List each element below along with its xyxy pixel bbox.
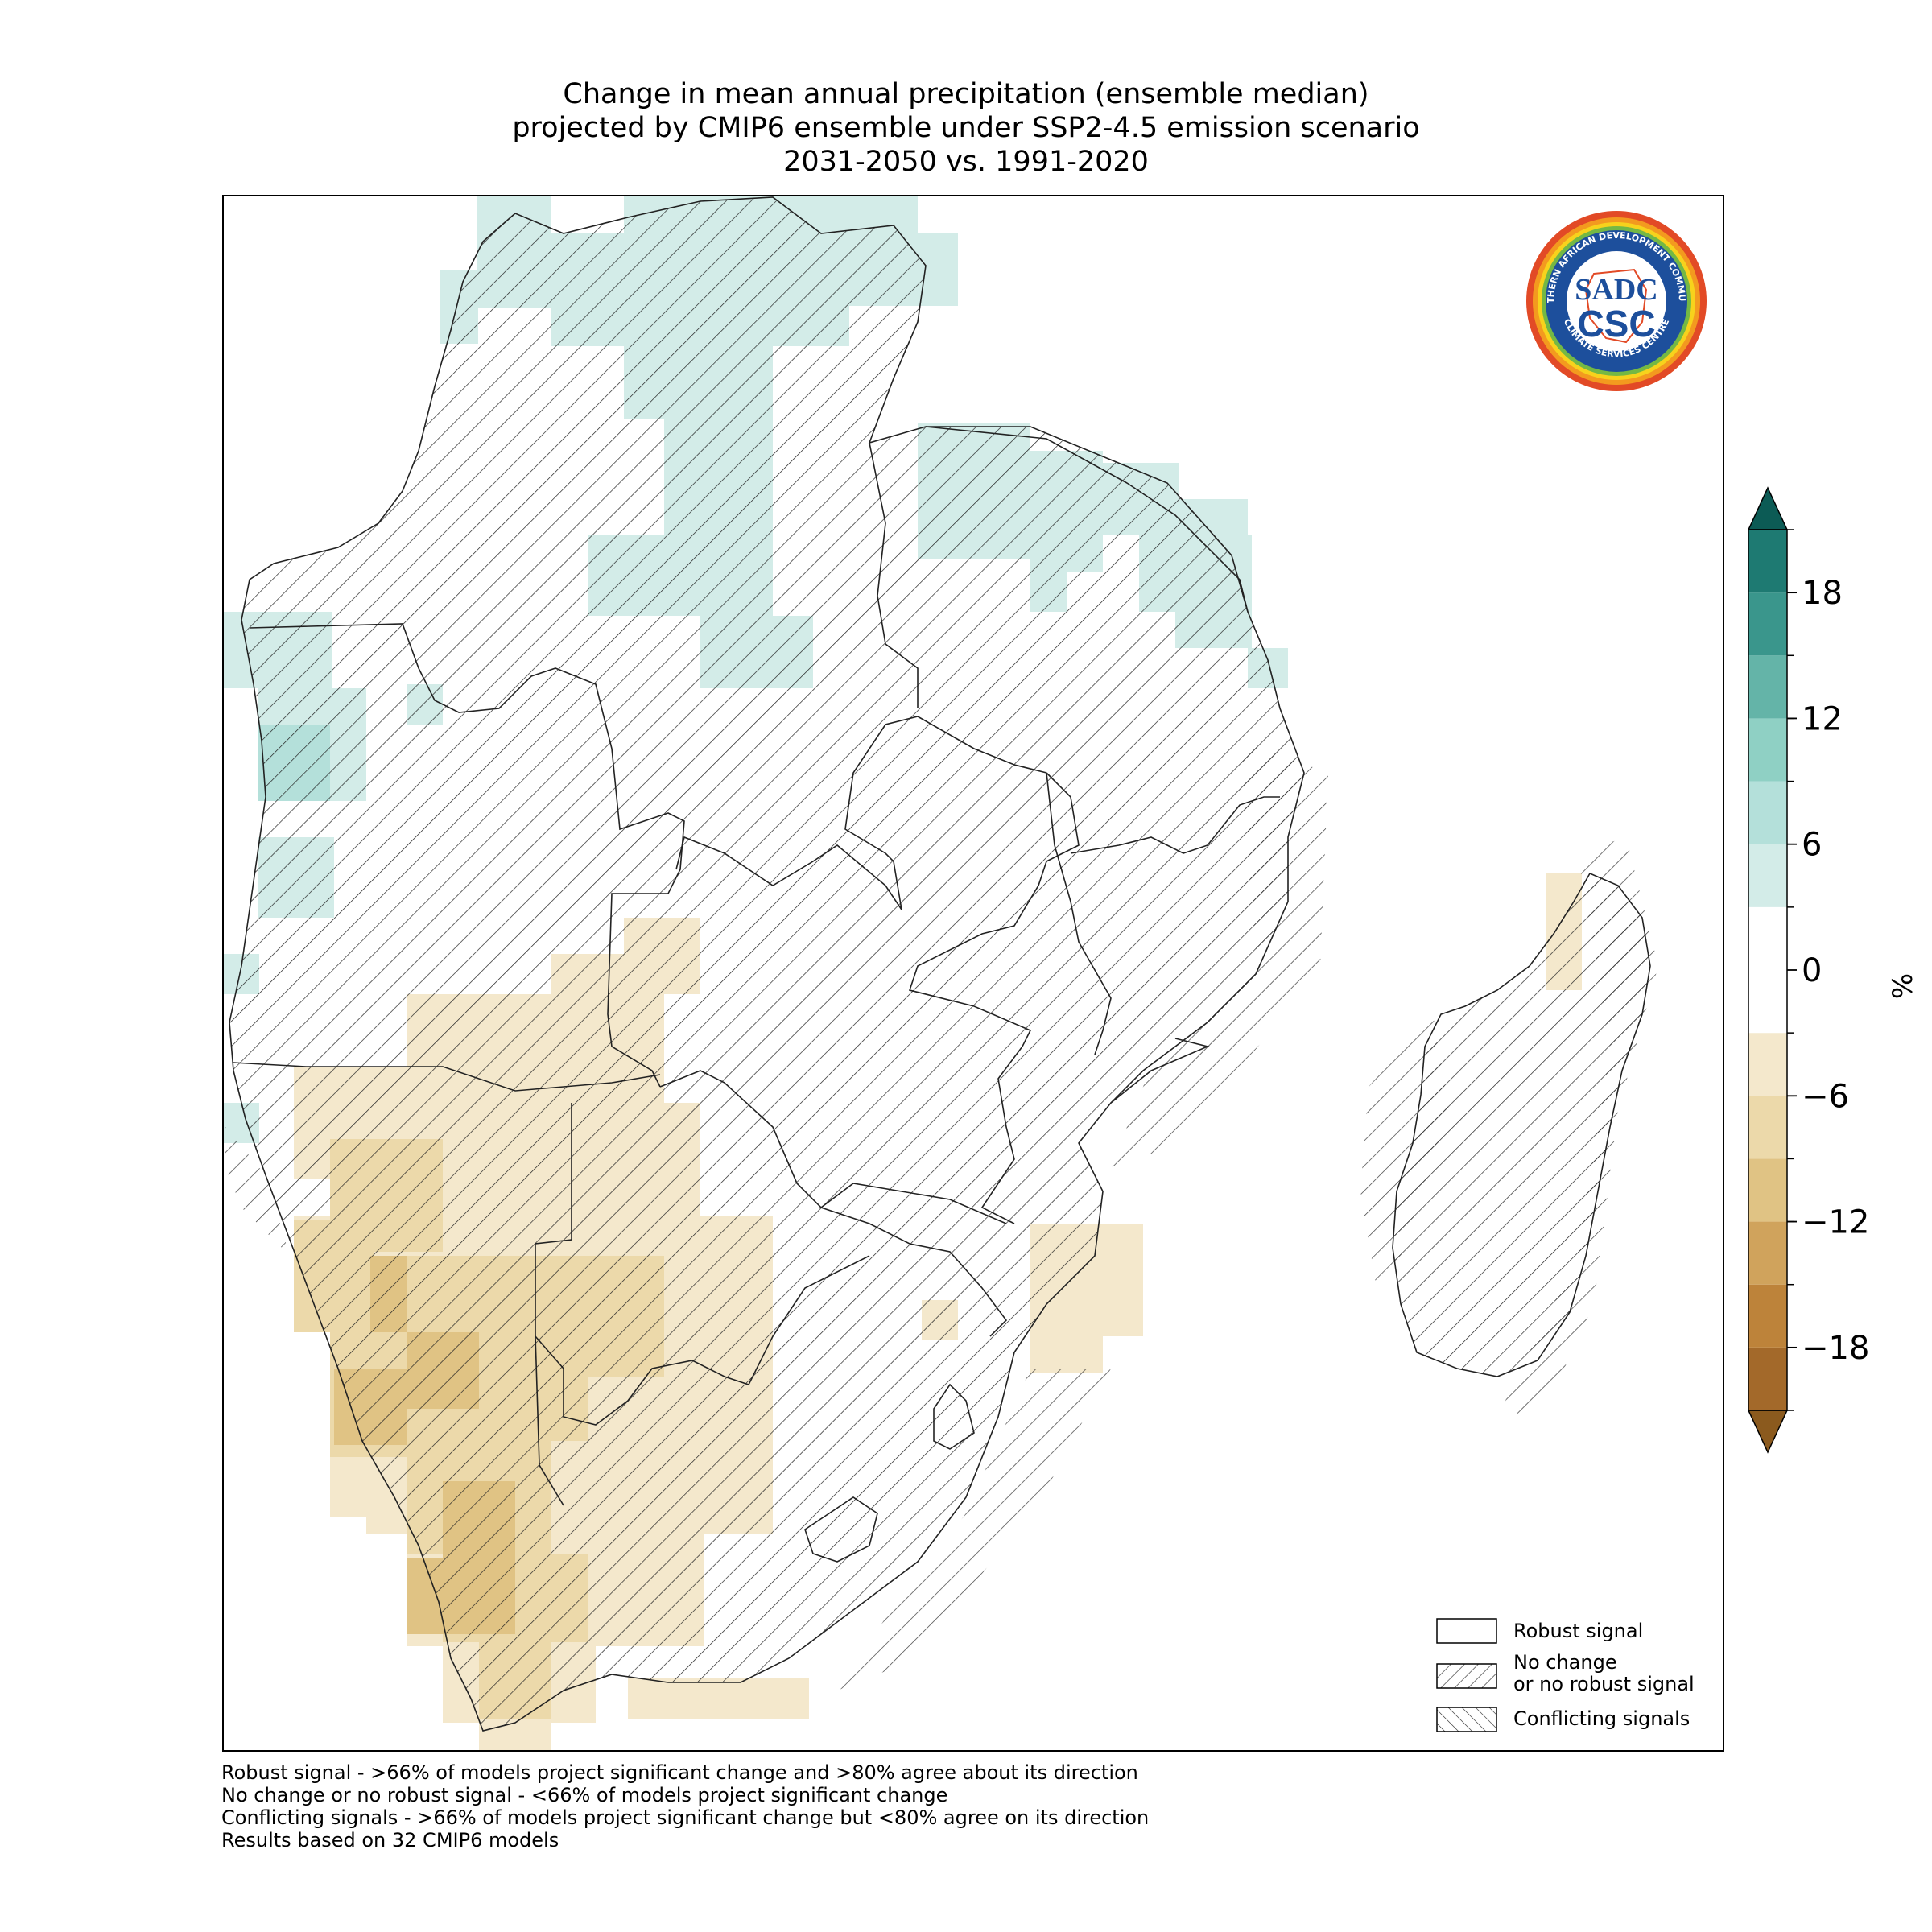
title-line-3: 2031-2050 vs. 1991-2020 [783,146,1149,178]
colorbar-tick-label: 0 [1802,952,1822,989]
logo-sub: CSC [1577,303,1655,345]
hatch-legend: Robust signal No change or no robust sig… [1436,1618,1695,1732]
legend-swatch-no-change [1436,1663,1497,1689]
colorbar-segment [1748,1347,1787,1410]
colorbar-segment [1748,1284,1787,1348]
legend-label-no-change-2: or no robust signal [1513,1673,1695,1695]
footnote-1: Robust signal - >66% of models project s… [221,1761,1138,1784]
colorbar-extend-max [1747,486,1789,530]
footnote-4: Results based on 32 CMIP6 models [221,1829,559,1852]
colorbar-segment [1748,530,1787,593]
colorbar-segment [1748,906,1787,1034]
footnote-3: Conflicting signals - >66% of models pro… [221,1806,1150,1829]
title-line-1: Change in mean annual precipitation (ens… [563,78,1369,110]
legend-label-robust: Robust signal [1513,1620,1643,1642]
colorbar-segment [1748,844,1787,907]
colorbar-tick-label: −18 [1802,1330,1869,1367]
colorbar-segment [1748,1096,1787,1159]
colorbar-tick-label: 12 [1802,700,1843,737]
colorbar-extend-min [1747,1410,1789,1454]
offshore-hatching [225,741,1658,1690]
map-frame [222,195,1724,1752]
colorbar-segment [1748,718,1787,782]
colorbar: 18 12 6 0 −6 −12 −18 [1747,486,1869,1454]
legend-swatch-conflicting [1436,1707,1497,1732]
colorbar-tick-label: 18 [1802,575,1843,612]
footnotes: Robust signal - >66% of models project s… [221,1761,1149,1852]
logo-mark: SADC [1575,273,1657,307]
colorbar-tick-label: 6 [1802,827,1822,864]
colorbar-segment [1748,1033,1787,1096]
colorbar-segment [1748,1221,1787,1285]
legend-label-no-change-1: No change [1513,1651,1617,1674]
map-panel: SADC CSC SOUTHERN AFRICAN DEVELOPMENT CO… [223,196,1707,1751]
colorbar-segment [1748,781,1787,844]
colorbar-tick-label: −6 [1802,1078,1849,1115]
legend-label-conflicting: Conflicting signals [1513,1707,1690,1730]
country-borders [229,196,1651,1732]
colorbar-segment [1748,655,1787,719]
footnote-2: No change or no robust signal - <66% of … [221,1784,948,1806]
colorbar-tick-label: −12 [1802,1204,1869,1241]
colorbar-segment [1748,592,1787,656]
map-title: Change in mean annual precipitation (ens… [0,77,1932,179]
colorbar-unit: % [1887,972,1920,1000]
title-line-2: projected by CMIP6 ensemble under SSP2-4… [512,112,1420,144]
colorbar-segment [1748,1158,1787,1222]
legend-swatch-robust [1436,1618,1497,1644]
